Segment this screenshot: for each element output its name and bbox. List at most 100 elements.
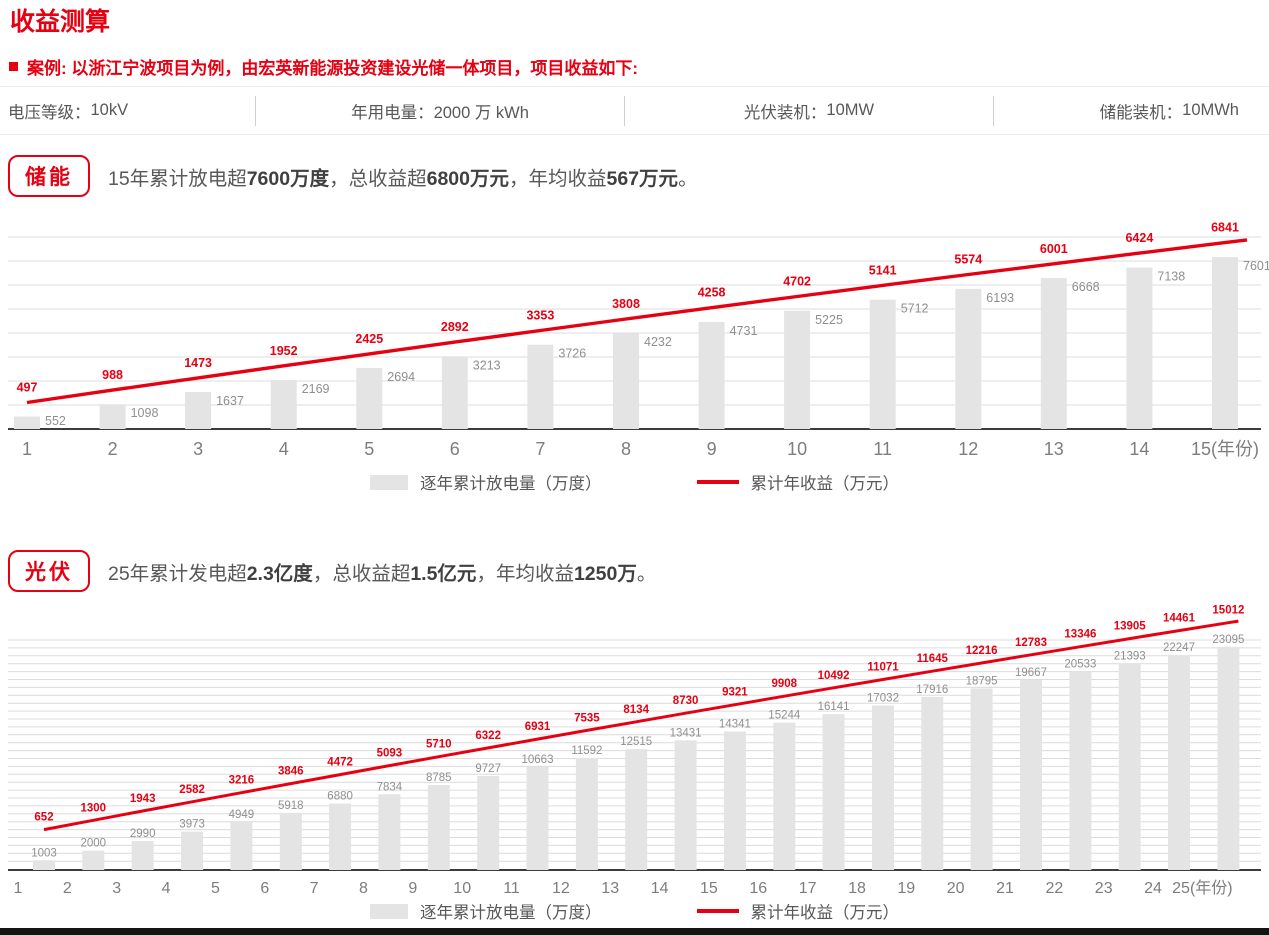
info-pv-capacity: 光伏装机： 10MW bbox=[625, 87, 993, 134]
info-value: 10MWh bbox=[1182, 101, 1239, 119]
line-value-label: 5093 bbox=[377, 748, 403, 760]
bar-value-label: 21393 bbox=[1114, 650, 1146, 662]
line-value-label: 2892 bbox=[441, 320, 469, 334]
line-value-label: 497 bbox=[17, 381, 38, 395]
line-value-label: 1300 bbox=[81, 802, 107, 814]
bar-value-label: 7138 bbox=[1157, 270, 1185, 284]
info-label: 年用电量： bbox=[351, 103, 434, 122]
pv-summary: 25年累计发电超2.3亿度，总收益超1.5亿元，年均收益1250万。 bbox=[108, 557, 656, 586]
x-tick-label: 11 bbox=[503, 880, 520, 897]
x-tick-label: 14 bbox=[651, 880, 669, 897]
info-label: 储能装机： bbox=[1099, 103, 1183, 122]
line-value-label: 11645 bbox=[917, 653, 949, 665]
bar-value-label: 2169 bbox=[302, 382, 330, 396]
storage-chart: 5521098163721692694321337264232473152255… bbox=[8, 221, 1269, 459]
line-value-label: 6001 bbox=[1040, 242, 1068, 256]
line-value-label: 988 bbox=[102, 368, 123, 382]
x-tick-label: 1 bbox=[22, 439, 32, 459]
bar bbox=[1118, 663, 1141, 870]
x-tick-label: 13 bbox=[601, 880, 619, 897]
line-value-label: 4702 bbox=[783, 275, 811, 289]
x-tick-label: 10 bbox=[787, 439, 807, 459]
bar-value-label: 1003 bbox=[31, 847, 57, 859]
revenue-line bbox=[43, 619, 1239, 832]
line-value-label: 4472 bbox=[327, 757, 353, 769]
x-tick-label: 23 bbox=[1095, 880, 1113, 897]
x-tick-label: 18 bbox=[848, 880, 866, 897]
bar bbox=[181, 831, 204, 870]
legend-bar-label: 逐年累计放电量（万度） bbox=[420, 904, 602, 922]
x-tick-label: 6 bbox=[260, 880, 269, 897]
line-value-label: 6841 bbox=[1211, 221, 1239, 235]
line-value-label: 10492 bbox=[818, 670, 850, 682]
legend-line-swatch bbox=[696, 480, 739, 484]
line-value-label: 15012 bbox=[1212, 605, 1244, 617]
x-tick-label: 17 bbox=[799, 880, 817, 897]
legend-bar-swatch bbox=[370, 474, 408, 490]
line-value-label: 2425 bbox=[355, 332, 383, 346]
summary-segment: ，年均收益 bbox=[509, 167, 607, 190]
case-note: 案例: 以浙江宁波项目为例，由宏英新能源投资建设光储一体项目，项目收益如下: bbox=[9, 54, 638, 79]
line-value-label: 11071 bbox=[867, 662, 899, 674]
legend-bar-label: 逐年累计放电量（万度） bbox=[420, 475, 602, 493]
bar bbox=[1217, 646, 1240, 870]
bar bbox=[921, 696, 944, 870]
x-tick-label: 5 bbox=[364, 439, 374, 459]
storage-badge: 储能 bbox=[8, 155, 90, 197]
line-value-label: 3216 bbox=[229, 775, 255, 787]
line-value-label: 12783 bbox=[1015, 637, 1047, 649]
bar bbox=[477, 776, 500, 870]
info-value: 10MW bbox=[826, 101, 875, 119]
bar bbox=[82, 850, 105, 870]
bar-value-label: 5712 bbox=[901, 302, 929, 316]
x-tick-label: 12 bbox=[552, 880, 570, 897]
line-value-label: 6931 bbox=[525, 721, 551, 733]
bar bbox=[230, 822, 253, 870]
bar bbox=[378, 794, 401, 870]
summary-segment: ，年均收益 bbox=[476, 562, 574, 585]
bar-value-label: 2990 bbox=[130, 828, 156, 840]
x-tick-label: 24 bbox=[1144, 880, 1162, 897]
revenue-line bbox=[26, 238, 1248, 405]
bar-value-label: 5225 bbox=[815, 313, 843, 327]
legend-line-label: 累计年收益（万元） bbox=[750, 904, 900, 922]
bar bbox=[270, 379, 297, 429]
bar-value-label: 13431 bbox=[670, 727, 702, 739]
bar bbox=[674, 740, 697, 870]
bar-value-label: 23095 bbox=[1212, 634, 1244, 646]
line-value-label: 9321 bbox=[722, 687, 748, 699]
bar-value-label: 9727 bbox=[475, 763, 501, 775]
x-tick-label: 3 bbox=[193, 439, 203, 459]
info-annual-consumption: 年用电量： 2000 万 kWh bbox=[256, 87, 624, 134]
line-value-label: 8730 bbox=[673, 695, 699, 707]
bar bbox=[872, 705, 894, 870]
legend-item: 累计年收益（万元） bbox=[696, 899, 900, 923]
bar bbox=[773, 722, 796, 870]
bar bbox=[869, 299, 896, 429]
bar bbox=[185, 392, 212, 429]
x-tick-label: 9 bbox=[408, 880, 417, 897]
bar-value-label: 18795 bbox=[966, 675, 998, 687]
pv-section-header: 光伏 25年累计发电超2.3亿度，总收益超1.5亿元，年均收益1250万。 bbox=[8, 550, 656, 592]
legend-line-label: 累计年收益（万元） bbox=[750, 475, 900, 493]
x-tick-label: 7 bbox=[535, 439, 545, 459]
bar-value-label: 7601 bbox=[1243, 259, 1269, 273]
project-info-bar: 电压等级： 10kV 年用电量： 2000 万 kWh 光伏装机： 10MW 储能装机： 10… bbox=[0, 86, 1269, 135]
summary-segment: ，总收益超 bbox=[329, 167, 427, 190]
line-value-label: 652 bbox=[34, 812, 53, 824]
bar bbox=[625, 749, 648, 870]
summary-segment: 15年累计放电超 bbox=[108, 167, 247, 190]
legend-item: 逐年累计放电量（万度） bbox=[370, 470, 602, 494]
bar bbox=[14, 416, 40, 429]
bar-value-label: 12515 bbox=[620, 736, 652, 748]
x-tick-label: 15(年份) bbox=[1191, 439, 1259, 459]
x-tick-label: 2 bbox=[108, 439, 118, 459]
bar bbox=[1212, 257, 1238, 429]
bar bbox=[356, 368, 383, 429]
line-value-label: 6322 bbox=[475, 730, 501, 742]
pv-chart: 1003200029903973494959186880783487859727… bbox=[8, 605, 1261, 897]
info-label: 光伏装机： bbox=[743, 103, 827, 122]
x-tick-label: 3 bbox=[112, 880, 121, 897]
info-divider bbox=[993, 95, 994, 126]
bar-value-label: 6668 bbox=[1072, 280, 1100, 294]
